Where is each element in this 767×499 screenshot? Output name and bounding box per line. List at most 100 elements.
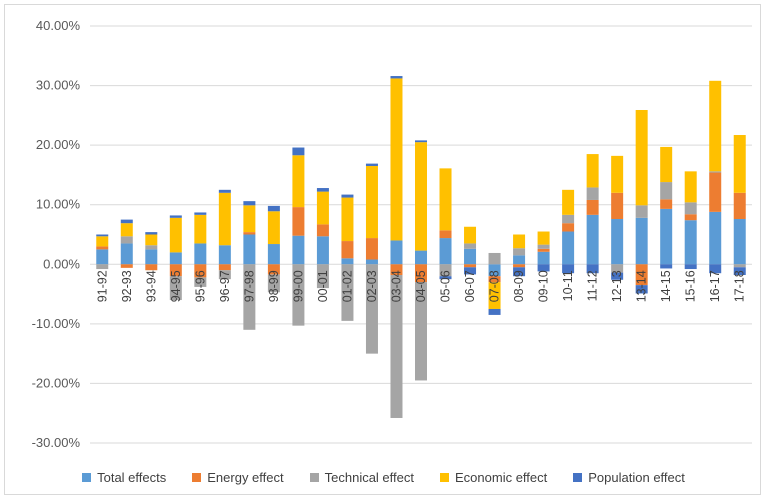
x-tick-label: 13-14 <box>635 270 649 302</box>
legend-item: Energy effect <box>192 470 284 485</box>
bar-segment <box>562 189 575 215</box>
x-tick-label: 93-94 <box>144 270 158 302</box>
bar-segment <box>243 232 256 235</box>
y-tick-label: 20.00% <box>36 137 81 152</box>
bar-segment <box>513 267 526 277</box>
x-tick-label: 14-15 <box>659 270 673 302</box>
bar-segment <box>341 264 354 321</box>
bar-segment <box>611 192 624 220</box>
bar-segment <box>513 234 526 249</box>
bar-segment <box>611 272 624 280</box>
bar-segment <box>733 264 746 268</box>
bar-segment <box>586 214 599 265</box>
bar-segment <box>218 192 231 246</box>
legend-swatch <box>573 473 583 482</box>
bar-segment <box>96 236 109 247</box>
legend-swatch <box>82 473 92 482</box>
bar-segment <box>316 224 329 237</box>
x-tick-label: 05-06 <box>439 270 453 302</box>
bar-segment <box>635 217 648 265</box>
legend-swatch <box>440 473 449 482</box>
legend-swatch <box>309 473 319 482</box>
bar-segment <box>316 236 329 265</box>
bar-segment <box>635 264 648 286</box>
bar-segment <box>169 217 182 253</box>
bar-segment <box>488 308 501 315</box>
bar-segment <box>169 264 182 277</box>
bar-segment <box>684 214 697 221</box>
bar-segment <box>562 214 575 224</box>
bar-segment <box>267 205 280 212</box>
bar-segment <box>562 231 575 265</box>
bar-segment <box>562 223 575 232</box>
x-tick-label: 96-97 <box>218 270 232 302</box>
bar-segment <box>194 243 207 265</box>
bar-segment <box>537 248 550 252</box>
bar-segment <box>120 219 133 224</box>
bar-segment <box>439 264 452 277</box>
bar-segment <box>439 168 452 231</box>
x-axis-ticks: 91-92 92-93 93-94 94-95 95-96 96-97 97-98 98-99… <box>95 270 746 302</box>
x-tick-label: 01-02 <box>340 270 354 302</box>
bar-segment <box>145 234 158 246</box>
bar-segment <box>684 264 697 270</box>
bar-segment <box>488 252 501 265</box>
y-tick-label: -20.00% <box>32 375 81 390</box>
y-axis-ticks: -30.00% -20.00% -10.00% 0.00% 10.00% 20.00% 30… <box>32 18 81 450</box>
bar-segment <box>537 251 550 265</box>
bar-segment <box>145 249 158 265</box>
bar-segment <box>169 276 182 301</box>
x-tick-label: 12-13 <box>610 270 624 302</box>
legend-item: Economic effect <box>440 470 547 485</box>
bar-segment <box>218 245 231 265</box>
bar-segment <box>341 258 354 265</box>
bar-segment <box>96 234 109 237</box>
y-tick-label: -10.00% <box>32 316 81 331</box>
bar-segment <box>267 264 280 275</box>
bar-segment <box>611 264 624 273</box>
bar-segment <box>635 285 648 294</box>
bar-segment <box>341 194 354 198</box>
x-tick-label: 07-08 <box>488 270 502 302</box>
bar-segment <box>145 232 158 235</box>
bar-segment <box>96 249 109 265</box>
bar-segment <box>660 182 673 200</box>
y-tick-label: -30.00% <box>32 435 81 450</box>
bar-segment <box>169 215 182 218</box>
bar-segment <box>218 189 231 193</box>
x-tick-label: 00-01 <box>316 270 330 302</box>
bar-segment <box>292 155 305 208</box>
bar-segment <box>415 140 427 143</box>
bar-segment <box>709 211 722 265</box>
bar-segment <box>292 264 305 326</box>
x-tick-label: 92-93 <box>120 270 134 302</box>
bar-segment <box>586 187 599 200</box>
bar-segment <box>684 202 697 215</box>
bar-segment <box>96 264 109 270</box>
x-tick-label: 91-92 <box>95 270 109 302</box>
bar-segment <box>611 219 624 265</box>
bar-segment <box>267 211 280 245</box>
bar-segment <box>194 277 207 287</box>
bar-segment <box>120 264 133 268</box>
bar-segment <box>316 264 329 289</box>
y-tick-label: 10.00% <box>36 197 81 212</box>
x-tick-label: 16-17 <box>708 270 722 302</box>
bar-segment <box>562 264 575 274</box>
bar-segment <box>415 142 427 251</box>
x-tick-label: 99-00 <box>291 270 305 302</box>
bar-segment <box>586 264 599 274</box>
bar-segment <box>586 199 599 215</box>
bar-segment <box>709 172 722 212</box>
legend-swatch <box>192 473 202 482</box>
x-tick-label: 15-16 <box>684 270 698 302</box>
bar-segment <box>464 226 477 244</box>
bar-segment <box>635 205 648 218</box>
legend-item: Technical effect <box>309 470 414 485</box>
bar-segment <box>464 267 477 275</box>
bar-segment <box>488 276 501 283</box>
bar-segment <box>709 171 722 173</box>
bar-segment <box>513 248 526 256</box>
bar-segment <box>537 231 550 245</box>
